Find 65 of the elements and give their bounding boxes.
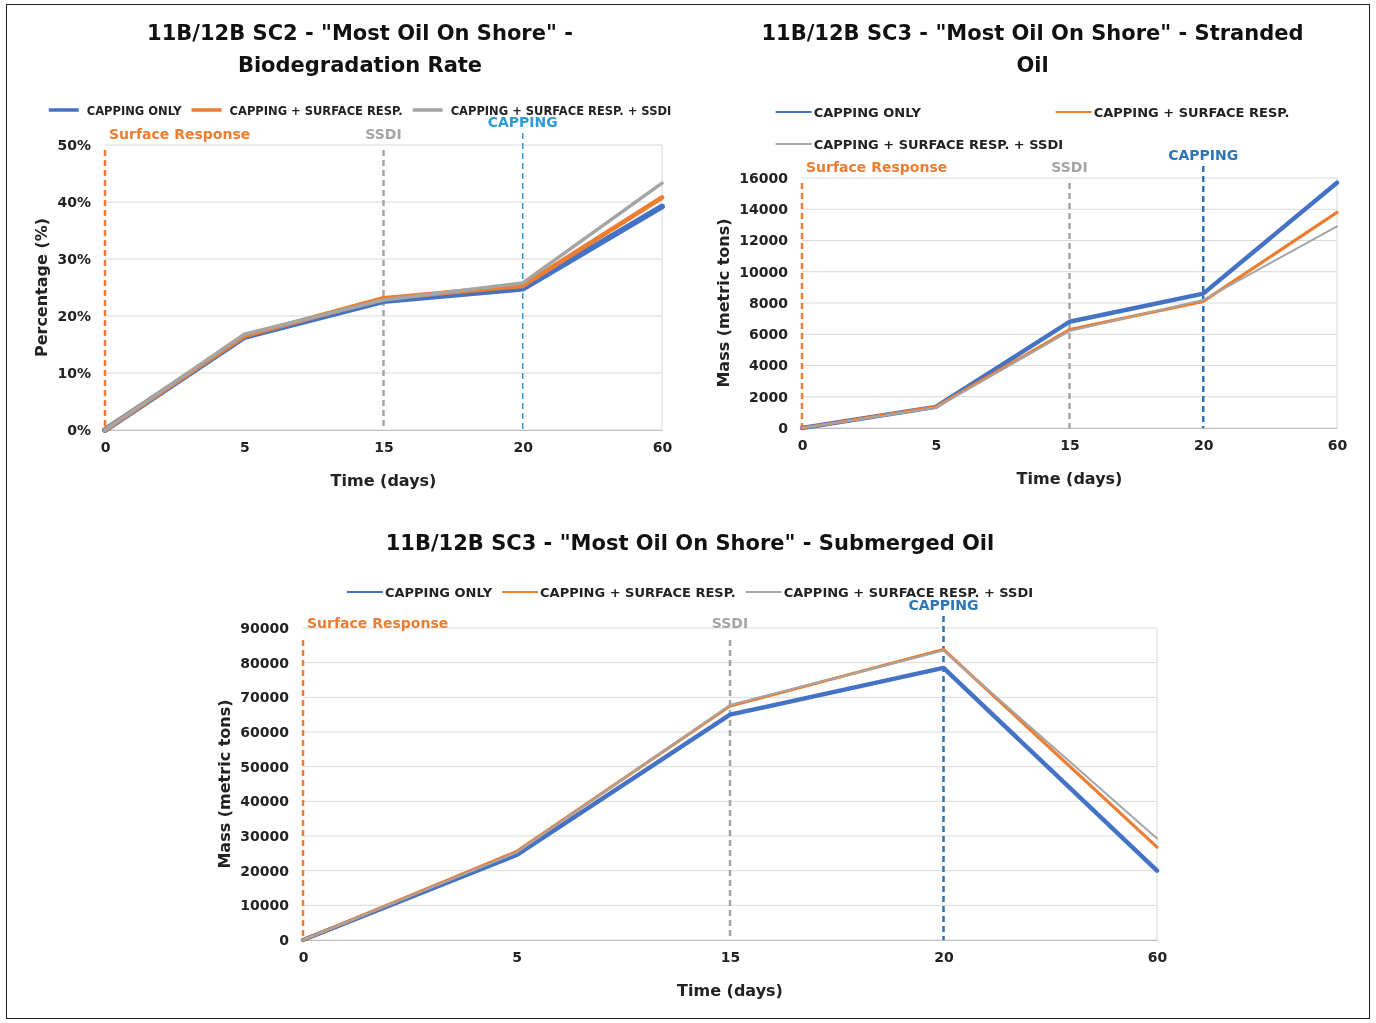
ref-line-label: SSDI [1051,159,1088,175]
legend-label: CAPPING + SURFACE RESP. [1093,105,1290,120]
y-tick-label: 12000 [739,232,789,249]
y-axis-title: Mass (metric tons) [714,218,734,388]
ref-line-label: Surface Response [806,159,948,175]
legend-label: CAPPING ONLY [86,104,183,118]
y-tick-label: 20% [57,307,91,324]
y-axis-title: Percentage (%) [32,217,52,358]
x-tick-label: 20 [513,438,534,455]
y-tick-label: 4000 [749,357,789,374]
y-tick-label: 70000 [240,689,290,706]
legend-label: CAPPING + SURFACE RESP. + SSDI [783,585,1034,600]
y-tick-label: 40000 [240,793,290,810]
ref-line-label: CAPPING [908,597,979,613]
legend-label: CAPPING ONLY [813,105,922,120]
legend-label: CAPPING + SURFACE RESP. + SSDI [813,137,1064,152]
ref-line-label: SSDI [365,126,402,142]
ref-line-label: Surface Response [109,126,251,142]
y-tick-label: 2000 [749,388,789,405]
y-tick-label: 14000 [739,201,789,218]
y-tick-label: 6000 [749,326,789,343]
x-tick-label: 5 [931,436,942,453]
y-tick-label: 0 [279,931,290,948]
x-tick-label: 0 [797,436,808,453]
y-tick-label: 30% [57,250,91,267]
y-tick-label: 40% [57,193,91,210]
y-tick-label: 10000 [240,897,290,914]
y-tick-label: 90000 [240,619,290,636]
y-tick-label: 16000 [739,169,789,186]
y-tick-label: 60000 [240,723,290,740]
x-tick-label: 15 [1060,436,1080,453]
x-tick-label: 60 [652,438,673,455]
y-tick-label: 0% [67,421,91,438]
x-tick-label: 5 [239,438,250,455]
x-tick-label: 0 [100,438,111,455]
legend-label: CAPPING + SURFACE RESP. [540,585,736,600]
x-tick-label: 60 [1147,948,1168,965]
legend-label: CAPPING ONLY [384,585,493,600]
x-axis-title: Time (days) [677,981,783,1000]
x-tick-label: 5 [512,948,522,965]
y-tick-label: 10000 [739,263,789,280]
legend-label: CAPPING + SURFACE RESP. [229,104,403,118]
x-tick-label: 60 [1327,436,1348,453]
ref-line-label: SSDI [711,615,749,631]
y-tick-label: 50% [57,136,91,153]
chart-title: 11B/12B SC3 - "Most Oil On Shore" - Submerged Oil [385,531,995,555]
y-tick-label: 50000 [240,758,290,775]
x-axis-title: Time (days) [1016,469,1123,488]
y-tick-label: 8000 [749,294,789,311]
y-tick-label: 10% [57,364,91,381]
y-tick-label: 80000 [240,654,290,671]
y-axis-title: Mass (metric tons) [215,699,235,869]
chart-title: 11B/12B SC3 - "Most Oil On Shore" - Stranded Oil [761,21,1304,77]
y-tick-label: 20000 [240,862,290,879]
y-tick-label: 30000 [240,827,290,844]
x-tick-label: 20 [1194,436,1214,453]
x-tick-label: 15 [374,438,394,455]
ref-line-label: Surface Response [307,615,449,631]
x-axis-title: Time (days) [330,471,437,490]
x-tick-label: 0 [298,948,309,965]
chart-title: 11B/12B SC2 - "Most Oil On Shore" - Biodegradation Rate [147,21,573,77]
ref-line-label: CAPPING [1168,147,1239,163]
x-tick-label: 20 [934,948,954,965]
y-tick-label: 0 [778,419,789,436]
x-tick-label: 15 [720,948,741,965]
